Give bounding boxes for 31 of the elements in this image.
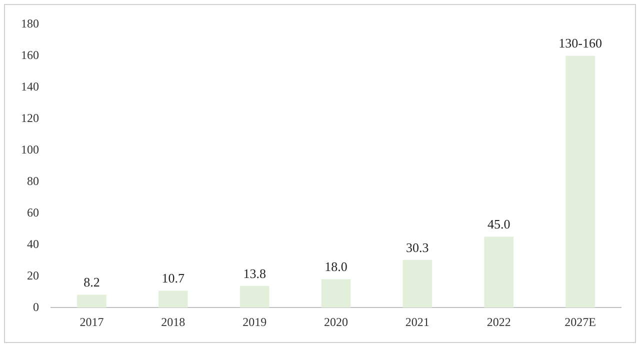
y-tick-label: 20	[27, 268, 39, 282]
data-label: 18.0	[324, 259, 348, 274]
data-label: 8.2	[84, 274, 100, 290]
x-tick-label: 2022	[486, 314, 511, 329]
y-tick-label: 140	[21, 79, 39, 94]
y-tick-label: 0	[33, 300, 39, 314]
bar	[321, 279, 351, 308]
bar	[484, 236, 514, 308]
y-tick-label: 100	[21, 142, 39, 156]
y-tick-label: 40	[27, 236, 39, 251]
x-tick-label: 2019	[242, 314, 267, 329]
x-tick-label: 2027E	[564, 314, 596, 329]
x-tick-label: 2018	[161, 314, 186, 329]
x-tick-label: 2017	[80, 314, 104, 329]
y-tick-label: 60	[27, 205, 39, 220]
data-label: 130-160	[558, 36, 602, 51]
data-label: 10.7	[162, 270, 186, 286]
data-label: 30.3	[406, 240, 429, 255]
y-tick-label: 180	[21, 16, 39, 30]
data-label: 45.0	[487, 216, 510, 232]
bar	[77, 294, 106, 308]
bar	[240, 286, 270, 308]
bar	[566, 56, 595, 308]
y-tick-label: 120	[21, 110, 39, 125]
bar	[402, 260, 432, 308]
y-tick-label: 160	[21, 48, 39, 62]
y-tick-label: 80	[27, 174, 39, 188]
x-tick-label: 2021	[405, 314, 430, 329]
bar	[158, 290, 188, 308]
data-label: 13.8	[243, 266, 266, 281]
x-tick-label: 2020	[324, 314, 348, 329]
